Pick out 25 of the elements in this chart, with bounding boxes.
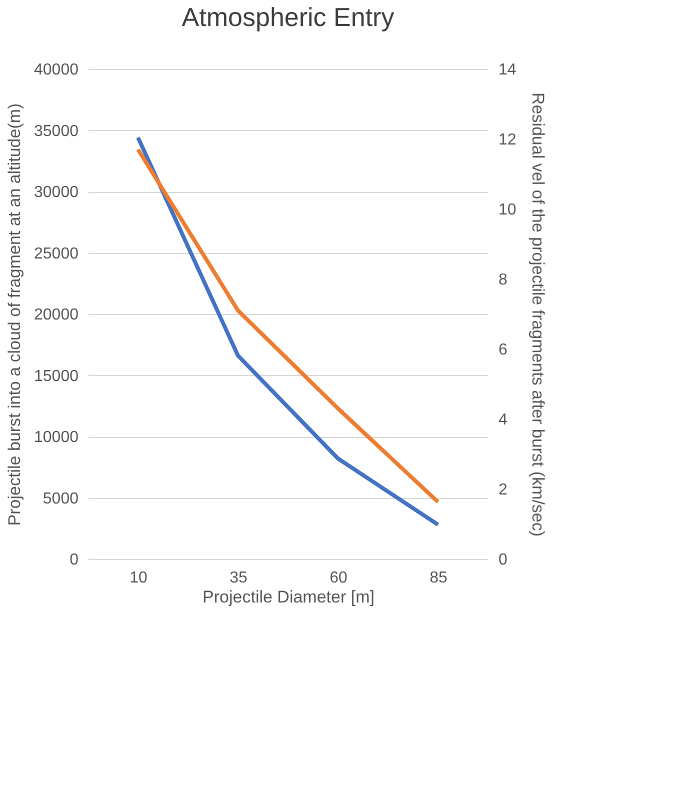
y-tick-label: 0 — [70, 552, 79, 568]
y-tick-label: 15000 — [34, 368, 79, 385]
y2-tick-label: 2 — [498, 482, 508, 498]
y2-tick-label: 0 — [498, 552, 508, 568]
y-tick-label: 20000 — [34, 306, 79, 324]
x-tick-label: 35 — [230, 570, 248, 586]
y-tick-label: 35000 — [34, 122, 79, 140]
x-tick-label: 10 — [130, 570, 148, 586]
y-axis-title: Projectile burst into a cloud of fragment at an altitude(m) — [5, 103, 24, 526]
y2-tick-label: 12 — [498, 132, 516, 148]
y-tick-label: 30000 — [34, 184, 79, 201]
x-axis-title: Projectile Diameter [m] — [202, 588, 374, 606]
chart-title: Atmospheric Entry — [182, 2, 394, 32]
y2-tick-label: 14 — [498, 62, 516, 78]
y-tick-label: 25000 — [34, 245, 79, 262]
x-tick-label: 60 — [330, 570, 348, 586]
y-tick-label: 40000 — [34, 62, 79, 78]
y2-tick-label: 8 — [498, 272, 508, 288]
y-tick-label: 10000 — [34, 429, 79, 446]
y-tick-label: 5000 — [42, 490, 79, 508]
y2-tick-label: 6 — [498, 342, 508, 358]
y2-tick-label: 10 — [498, 202, 516, 218]
y2-tick-label: 4 — [498, 412, 508, 428]
x-tick-label: 85 — [430, 570, 448, 586]
y2-axis-title: Residual vel of the projectile fragments after burst (km/sec) — [528, 92, 548, 537]
